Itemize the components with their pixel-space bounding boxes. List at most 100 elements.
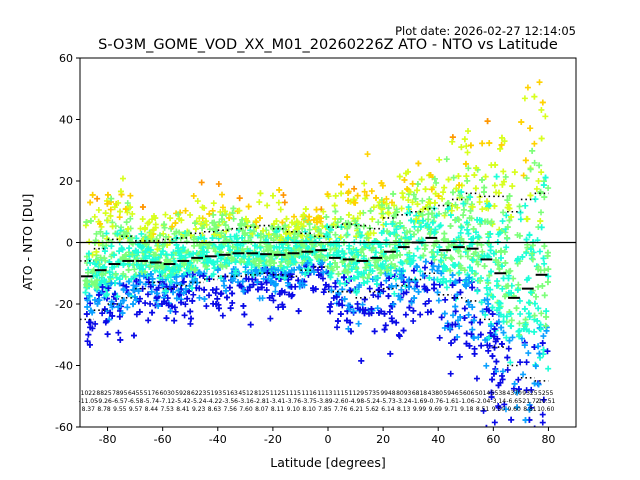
scatter-point (155, 284, 162, 291)
scatter-point (545, 365, 552, 372)
scatter-point (214, 295, 221, 302)
scatter-point (524, 216, 531, 223)
scatter-point (119, 246, 126, 253)
scatter-point (523, 359, 530, 366)
scatter-point (541, 243, 548, 250)
scatter-point (436, 281, 443, 288)
bin-count-label: 5014 (475, 390, 490, 397)
scatter-point (481, 252, 488, 259)
scatter-point (515, 386, 522, 393)
scatter-point (520, 325, 527, 332)
scatter-point (518, 119, 525, 126)
scatter-point (527, 246, 534, 253)
scatter-point (471, 350, 478, 357)
bin-count-label: -2.04 (475, 398, 491, 405)
scatter-point (524, 84, 531, 91)
scatter-point (415, 160, 422, 167)
scatter-point (442, 296, 449, 303)
scatter-point (493, 282, 500, 289)
bin-count-label: 7895 (112, 390, 127, 397)
scatter-point (332, 259, 339, 266)
scatter-point (344, 225, 351, 232)
scatter-point (410, 231, 417, 238)
scatter-point (241, 311, 248, 318)
scatter-point (426, 274, 433, 281)
scatter-point (479, 248, 486, 255)
scatter-point (440, 262, 447, 269)
scatter-point (127, 215, 134, 222)
scatter-point (538, 209, 545, 216)
scatter-point (229, 299, 236, 306)
scatter-point (479, 176, 486, 183)
scatter-point (99, 232, 106, 239)
scatter-point (219, 312, 226, 319)
scatter-point (87, 217, 94, 224)
bin-count-label: 9.50 (492, 406, 506, 413)
scatter-point (343, 317, 350, 324)
scatter-point (433, 179, 440, 186)
scatter-point (313, 215, 320, 222)
scatter-point (429, 266, 436, 273)
scatter-point (291, 235, 298, 242)
scatter-point (431, 285, 438, 292)
scatter-point (276, 274, 283, 281)
scatter-point (477, 319, 484, 326)
scatter-point (103, 292, 110, 299)
scatter-point (187, 320, 194, 327)
scatter-point (471, 270, 478, 277)
scatter-point (275, 304, 282, 311)
scatter-point (483, 284, 490, 291)
scatter-point (522, 321, 529, 328)
scatter-point (108, 243, 115, 250)
scatter-point (346, 242, 353, 249)
scatter-point (270, 220, 277, 227)
bin-count-label: 5.62 (366, 406, 380, 413)
scatter-point (313, 254, 320, 261)
scatter-point (386, 308, 393, 315)
scatter-point (409, 199, 416, 206)
scatter-point (491, 333, 498, 340)
scatter-point (341, 268, 348, 275)
scatter-point (410, 307, 417, 314)
scatter-point (463, 173, 470, 180)
scatter-point (359, 246, 366, 253)
scatter-point (215, 305, 222, 312)
scatter-point (387, 350, 394, 357)
scatter-point (352, 218, 359, 225)
scatter-point (374, 305, 381, 312)
scatter-point (84, 297, 91, 304)
bin-count-label: 7.53 (160, 406, 174, 413)
scatter-point (517, 359, 524, 366)
scatter-point (187, 308, 194, 315)
scatter-point (210, 271, 217, 278)
scatter-point (501, 401, 508, 408)
scatter-point (95, 207, 102, 214)
scatter-point (499, 218, 506, 225)
scatter-point (279, 244, 286, 251)
scatter-point (357, 210, 364, 217)
scatter-point (168, 252, 175, 259)
scatter-point (505, 275, 512, 282)
scatter-point (511, 169, 518, 176)
scatter-point (406, 304, 413, 311)
scatter-point (330, 251, 337, 258)
scatter-point (489, 304, 496, 311)
scatter-point (256, 262, 263, 269)
scatter-point (464, 149, 471, 156)
scatter-point (192, 220, 199, 227)
scatter-point (417, 311, 424, 318)
scatter-point (449, 138, 456, 145)
scatter-point (486, 140, 493, 147)
scatter-point (366, 285, 373, 292)
scatter-point (154, 290, 161, 297)
scatter-point (327, 274, 334, 281)
scatter-point (285, 234, 292, 241)
x-tick-label: 80 (541, 433, 555, 446)
scatter-point (197, 242, 204, 249)
scatter-point (147, 283, 154, 290)
scatter-point (160, 230, 167, 237)
scatter-point (465, 230, 472, 237)
scatter-point (362, 195, 369, 202)
scatter-point (539, 419, 546, 426)
scatter-point (175, 287, 182, 294)
